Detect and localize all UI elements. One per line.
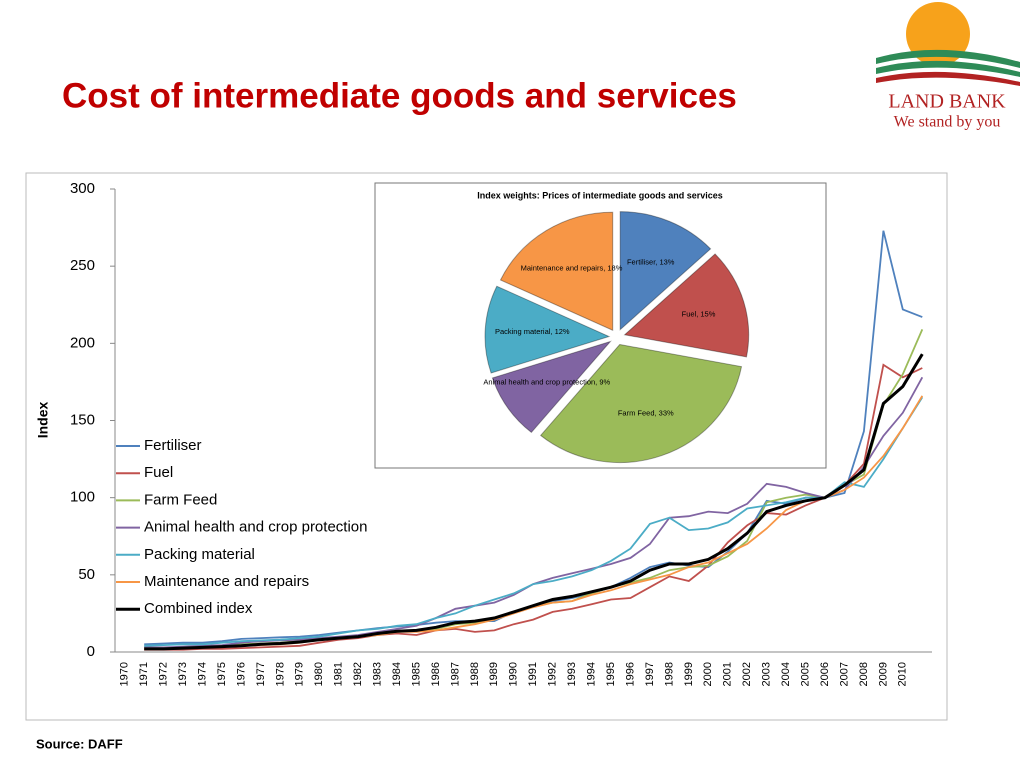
x-tick-label: 1978	[274, 662, 286, 686]
x-tick-label: 1975	[216, 662, 228, 686]
x-tick-label: 2007	[838, 662, 850, 686]
x-tick-label: 1991	[527, 662, 539, 686]
x-tick-label: 1999	[683, 662, 695, 686]
x-tick-label: 2004	[780, 662, 792, 686]
x-tick-label: 1994	[585, 662, 597, 686]
x-tick-label: 1970	[119, 662, 131, 686]
x-tick-label: 1977	[255, 662, 267, 686]
logo: LAND BANK We stand by you	[876, 2, 1020, 131]
x-tick-label: 1984	[391, 662, 403, 686]
legend-label: Farm Feed	[144, 491, 217, 508]
x-tick-label: 1979	[294, 662, 306, 686]
y-tick-label: 0	[87, 643, 95, 660]
y-tick-label: 250	[70, 257, 95, 274]
pie-label: Fertiliser, 13%	[627, 257, 675, 266]
y-tick-label: 50	[78, 566, 95, 583]
legend-label: Maintenance and repairs	[144, 573, 309, 590]
logo-sun	[906, 2, 970, 66]
pie-slice	[491, 340, 612, 434]
x-tick-label: 1983	[372, 662, 384, 686]
pie-label: Animal health and crop protection, 9%	[483, 378, 610, 387]
series-line	[144, 353, 924, 651]
x-tick-label: 2005	[799, 662, 811, 686]
x-tick-label: 2001	[722, 662, 734, 686]
x-tick-label: 2008	[858, 662, 870, 686]
y-tick-label: 100	[70, 489, 95, 506]
x-tick-label: 2002	[741, 662, 753, 686]
x-tick-label: 1995	[605, 662, 617, 686]
legend-label: Packing material	[144, 546, 255, 563]
pie-slice	[539, 343, 743, 463]
x-tick-label: 1973	[177, 662, 189, 686]
x-tick-label: 1986	[430, 662, 442, 686]
pie-title: Index weights: Prices of intermediate go…	[477, 190, 723, 200]
source: Source: DAFF	[36, 736, 123, 751]
x-tick-label: 1982	[352, 662, 364, 686]
x-tick-label: 2010	[897, 662, 909, 686]
x-tick-label: 1989	[488, 662, 500, 686]
y-tick-label: 300	[70, 180, 95, 197]
y-tick-label: 200	[70, 334, 95, 351]
x-tick-label: 2003	[761, 662, 773, 686]
x-tick-label: 1997	[644, 662, 656, 686]
pie-label: Farm Feed, 33%	[618, 408, 674, 417]
x-tick-label: 1972	[158, 662, 170, 686]
x-tick-label: 1996	[624, 662, 636, 686]
x-tick-label: 2006	[819, 662, 831, 686]
logo-tagline: We stand by you	[894, 114, 1001, 131]
x-tick-label: 1993	[566, 662, 578, 686]
pie-label: Fuel, 15%	[682, 309, 716, 318]
x-tick-label: 1980	[313, 662, 325, 686]
pie-slice	[484, 285, 611, 374]
x-tick-label: 1998	[663, 662, 675, 686]
series-line	[144, 363, 923, 651]
x-tick-label: 1976	[235, 662, 247, 686]
x-tick-label: 1990	[508, 662, 520, 686]
pie-slice	[619, 211, 712, 331]
legend-label: Combined index	[144, 600, 253, 617]
pie-slice	[499, 211, 614, 332]
x-tick-label: 1974	[196, 662, 208, 686]
x-tick-label: 1981	[333, 662, 345, 686]
logo-name: LAND BANK	[888, 91, 1006, 113]
logo-stripe	[876, 49, 1020, 68]
y-tick-label: 150	[70, 411, 95, 428]
x-tick-label: 1971	[138, 662, 150, 686]
slide-title: Cost of intermediate goods and services	[62, 76, 737, 115]
legend-label: Fertiliser	[144, 437, 202, 454]
x-tick-label: 1992	[547, 662, 559, 686]
legend-label: Animal health and crop protection	[144, 519, 367, 536]
pie-label: Maintenance and repairs, 18%	[521, 263, 623, 272]
pie-slice	[623, 253, 750, 358]
logo-stripe	[876, 71, 1020, 86]
x-tick-label: 1988	[469, 662, 481, 686]
x-tick-label: 1987	[449, 662, 461, 686]
legend-label: Fuel	[144, 464, 173, 481]
logo-stripe	[876, 60, 1020, 77]
x-tick-label: 2000	[702, 662, 714, 686]
x-tick-label: 1985	[410, 662, 422, 686]
pie-label: Packing material, 12%	[495, 327, 570, 336]
x-tick-label: 2009	[877, 662, 889, 686]
y-axis-label: Index	[35, 402, 51, 439]
series-line	[144, 396, 924, 647]
